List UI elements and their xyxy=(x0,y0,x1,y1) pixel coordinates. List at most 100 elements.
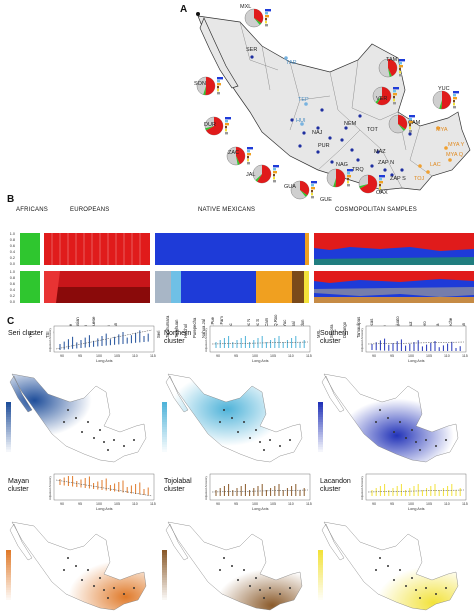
ancestry-minibar xyxy=(247,156,249,159)
color-scale-step xyxy=(318,585,323,588)
color-scale-step xyxy=(162,552,167,555)
admixture-pie-slice-african xyxy=(359,184,368,189)
label-dur: DUR xyxy=(204,122,216,128)
inset-x-tick: 105 xyxy=(270,502,276,506)
color-scale-step xyxy=(6,555,11,558)
ancestry-minibar xyxy=(393,96,395,99)
inset-x-tick: 110 xyxy=(288,354,294,358)
color-scale-step xyxy=(162,592,167,595)
color-scale-step xyxy=(6,562,11,565)
color-scale-step xyxy=(162,434,167,437)
sample-location xyxy=(399,421,401,423)
ancestry-minibar xyxy=(379,178,382,181)
ancestry-minibar xyxy=(393,87,399,90)
ancestry-minibar xyxy=(399,68,401,71)
color-scale-step xyxy=(318,432,323,435)
inset-x-tick: 95 xyxy=(234,502,238,506)
sample-location xyxy=(255,429,257,431)
label-tep: TEP xyxy=(298,97,309,103)
color-scale-step xyxy=(162,577,167,580)
color-scale-step xyxy=(6,439,11,442)
ancestry-minibar xyxy=(247,147,253,150)
ancestry-minibar xyxy=(311,190,313,193)
ancestry-minibar xyxy=(409,130,412,133)
cluster-map xyxy=(9,521,147,611)
label-yuc: YUC xyxy=(438,86,450,92)
sample-location xyxy=(87,421,89,423)
color-scale-step xyxy=(162,444,167,447)
cluster-title: Lacandon cluster xyxy=(320,478,351,493)
ancestry-minibar xyxy=(311,184,314,187)
ancestry-minibar xyxy=(399,65,403,68)
color-scale-step xyxy=(162,555,167,558)
sample-location xyxy=(393,579,395,581)
admixture-pie-slice-african xyxy=(388,68,392,77)
color-scale-step xyxy=(6,407,11,410)
ancestry-minibar xyxy=(347,169,353,172)
ancestry-minibar xyxy=(453,91,459,94)
color-scale-step xyxy=(318,427,323,430)
color-scale-step xyxy=(162,424,167,427)
color-scale-step xyxy=(6,590,11,593)
group-native-mexicans: NATIVE MEXICANS xyxy=(198,207,256,213)
inset-x-tick: 105 xyxy=(114,354,120,358)
label-tam: TAM xyxy=(386,57,398,63)
cluster-map xyxy=(321,521,459,611)
color-scale-step xyxy=(318,417,323,420)
color-scale-step xyxy=(318,587,323,590)
inset-trendline xyxy=(367,341,465,345)
cluster-panel: 90 95 100 105 110 115 Long Axis Adjusted Ancest… xyxy=(316,470,470,612)
color-scale-step xyxy=(318,429,323,432)
inset-x-tick: 115 xyxy=(306,354,312,358)
label-trq: TRQ xyxy=(352,167,364,173)
color-scale-step xyxy=(162,422,167,425)
sample-location xyxy=(107,449,109,451)
sample-location xyxy=(405,585,407,587)
label-ver: VER xyxy=(376,96,388,102)
sample-location xyxy=(103,441,105,443)
ancestry-minibar xyxy=(379,187,381,190)
ancestry-minibar xyxy=(393,102,396,105)
color-scale-step xyxy=(162,404,167,407)
color-scale-step xyxy=(6,560,11,563)
ancestry-minibar xyxy=(453,103,455,106)
ancestry-minibar xyxy=(225,120,228,123)
inset-x-tick: 100 xyxy=(252,354,258,358)
inset-x-tick: 110 xyxy=(444,354,450,358)
sample-location xyxy=(435,593,437,595)
color-scale-step xyxy=(162,565,167,568)
sample-location xyxy=(249,585,251,587)
color-scale-step xyxy=(162,407,167,410)
ancestry-minibar xyxy=(247,153,251,156)
color-scale-step xyxy=(162,417,167,420)
inset-plot-frame xyxy=(53,325,155,353)
color-scale-step xyxy=(162,402,167,405)
ancestry-minibar xyxy=(409,127,411,130)
inset-x-tick: 110 xyxy=(132,354,138,358)
color-scale-step xyxy=(6,577,11,580)
sample-location xyxy=(223,409,225,411)
svg-text:0.6: 0.6 xyxy=(10,244,15,248)
sample-location xyxy=(107,597,109,599)
mexico-map-a xyxy=(196,8,471,200)
inset-trendline xyxy=(211,341,309,345)
admixture-pie-slice xyxy=(206,117,223,135)
inset-plot-frame xyxy=(365,325,467,353)
sample-location xyxy=(375,421,377,423)
sample-location xyxy=(445,587,447,589)
color-scale-step xyxy=(162,429,167,432)
inset-x-tick: 90 xyxy=(216,502,220,506)
color-scale-step xyxy=(6,427,11,430)
color-scale-step xyxy=(318,562,323,565)
sample-location xyxy=(289,439,291,441)
inset-plot-frame xyxy=(209,325,311,353)
admixture-pie-slice-african xyxy=(255,174,262,182)
color-scale-step xyxy=(318,414,323,417)
inset-x-tick: 100 xyxy=(96,354,102,358)
svg-text:0.6: 0.6 xyxy=(10,282,15,286)
ancestry-minibar xyxy=(265,15,269,18)
color-scale-step xyxy=(318,422,323,425)
inset-x-tick: 105 xyxy=(426,502,432,506)
color-scale-step xyxy=(162,597,167,600)
sample-location xyxy=(237,579,239,581)
